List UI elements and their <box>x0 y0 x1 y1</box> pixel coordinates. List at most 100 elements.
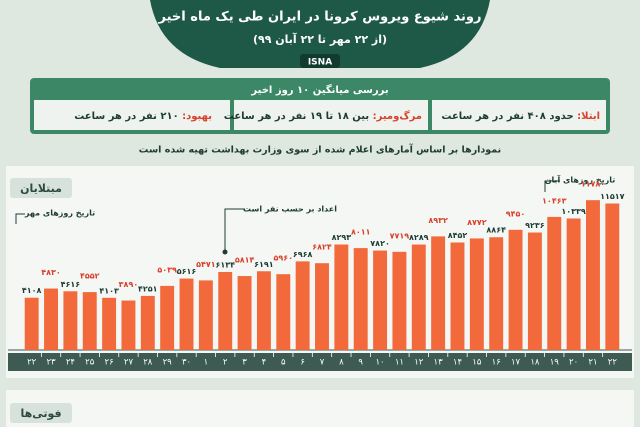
bar <box>411 244 426 350</box>
bar <box>334 244 349 350</box>
deaths-panel <box>6 390 634 427</box>
value-label: ۴۱۰۸ <box>22 286 42 295</box>
bar <box>198 280 213 350</box>
value-label: ۴۲۵۱ <box>138 284 158 293</box>
bar <box>102 297 117 350</box>
x-tick-label: ۷ <box>320 358 325 368</box>
value-label: ۶۹۶۸ <box>293 250 313 259</box>
x-tick-label: ۲۱ <box>588 358 597 368</box>
x-tick-label: ۱۵ <box>472 358 482 368</box>
value-label: ۸۲۹۳ <box>332 233 352 242</box>
summary-label: مرگ‌ومیر: <box>373 109 422 122</box>
summary-title: بررسی میانگین ۱۰ روز اخیر <box>250 83 388 96</box>
value-label: ۸۸۶۴ <box>486 226 506 235</box>
value-label: ۴۸۳۰ <box>41 268 61 277</box>
bar <box>140 295 155 350</box>
summary-text: حدود ۴۰۸ نفر در هر ساعت <box>441 111 573 122</box>
summary-label: بهبود: <box>182 111 212 122</box>
x-tick-label: ۱۷ <box>511 358 521 368</box>
x-tick-label: ۲ <box>223 358 228 368</box>
bar <box>489 237 504 350</box>
x-tick-label: ۲۳ <box>46 358 56 368</box>
value-label: ۹۴۵۰ <box>506 209 526 218</box>
x-tick-label: ۱۱ <box>395 358 404 368</box>
x-tick-label: ۶ <box>300 358 305 368</box>
bar <box>24 297 39 350</box>
x-tick-label: ۲۲ <box>608 358 618 368</box>
summary-item: مرگ‌ومیر: بین ۱۸ تا ۱۹ نفر در هر ساعت <box>224 109 422 122</box>
x-tick-label: ۳ <box>242 358 247 368</box>
value-label: ۵۹۶۰ <box>274 254 294 263</box>
x-tick-label: ۱۴ <box>453 358 462 368</box>
x-tick-label: ۳۰ <box>182 358 191 368</box>
value-label: ۵۴۷۱ <box>196 260 216 269</box>
bar <box>44 288 58 350</box>
value-label: ۱۱۷۸۰ <box>581 180 605 189</box>
x-tick-label: ۲۲ <box>27 358 37 368</box>
annotation: تاریخ روزهای مهر <box>24 209 95 218</box>
bar <box>566 218 581 350</box>
value-label: ۷۷۱۹ <box>390 231 410 240</box>
x-tick-label: ۹ <box>358 358 363 368</box>
value-label: ۶۱۹۱ <box>254 260 274 269</box>
summary-cell <box>234 100 428 130</box>
value-label: ۵۰۳۹ <box>157 265 177 274</box>
value-label: ۵۸۱۴ <box>235 256 255 265</box>
x-tick-label: ۵ <box>281 358 286 368</box>
x-tick-label: ۱۹ <box>550 358 560 368</box>
bar <box>237 276 252 350</box>
title: روند شیوع ویروس کرونا در ایران طی یک ماه… <box>158 10 482 25</box>
chart-tab <box>10 178 72 198</box>
x-tick-label: ۲۵ <box>85 358 95 368</box>
x-tick-label: ۸ <box>339 358 344 368</box>
value-label: ۳۸۹۰ <box>119 280 139 289</box>
bar <box>373 250 388 350</box>
bar <box>63 291 78 350</box>
note: نمودارها بر اساس آمارهای اعلام شده از سو… <box>139 143 501 156</box>
x-tick-label: ۲۰ <box>569 358 578 368</box>
bar <box>256 271 271 350</box>
bar <box>450 242 465 350</box>
value-label: ۷۸۲۰ <box>370 239 390 248</box>
x-tick-label: ۱۶ <box>492 358 501 368</box>
x-tick-label: ۲۸ <box>143 358 153 368</box>
x-tick-label: ۱ <box>204 358 209 368</box>
bar <box>392 251 407 350</box>
x-tick-label: ۱۸ <box>530 358 540 368</box>
annotation-arrow <box>224 208 245 250</box>
summary-label: ابتلا: <box>577 111 600 122</box>
x-tick-label: ۲۹ <box>163 358 173 368</box>
source-badge <box>300 54 340 68</box>
bar <box>82 292 97 350</box>
value-label: ۱۰۳۳۹ <box>561 207 586 216</box>
header-band <box>150 0 490 68</box>
summary-cell <box>34 100 230 130</box>
summary-text: ۲۱۰ نفر در هر ساعت <box>74 111 178 122</box>
bar <box>586 200 600 350</box>
value-label: ۱۱۵۱۷ <box>600 192 625 201</box>
value-label: ۱۰۴۶۳ <box>542 196 567 205</box>
summary-item: بهبود: ۲۱۰ نفر در هر ساعت <box>74 111 212 122</box>
subtitle: (از ۲۲ مهر تا ۲۲ آبان ۹۹) <box>253 32 387 46</box>
bar <box>353 248 368 350</box>
value-label: ۶۱۳۴ <box>215 260 235 269</box>
bar <box>218 271 233 350</box>
bar <box>469 238 484 350</box>
summary-text: بین ۱۸ تا ۱۹ نفر در هر ساعت <box>224 111 369 122</box>
value-label: ۸۲۸۹ <box>409 233 429 242</box>
category-strip <box>8 353 632 371</box>
bar <box>527 232 542 350</box>
value-label: ۸۷۷۲ <box>467 218 487 227</box>
value-label: ۴۶۱۶ <box>61 280 81 289</box>
chart-title: مبتلایان <box>20 182 62 195</box>
x-tick-label: ۲۶ <box>105 358 114 368</box>
x-tick-label: ۲۴ <box>66 358 75 368</box>
value-label: ۶۸۲۴ <box>312 243 332 252</box>
bar <box>508 229 523 350</box>
bar <box>315 263 329 350</box>
bar <box>276 274 291 350</box>
value-label: ۴۱۰۳ <box>99 286 119 295</box>
annotation-arrow <box>544 180 560 192</box>
